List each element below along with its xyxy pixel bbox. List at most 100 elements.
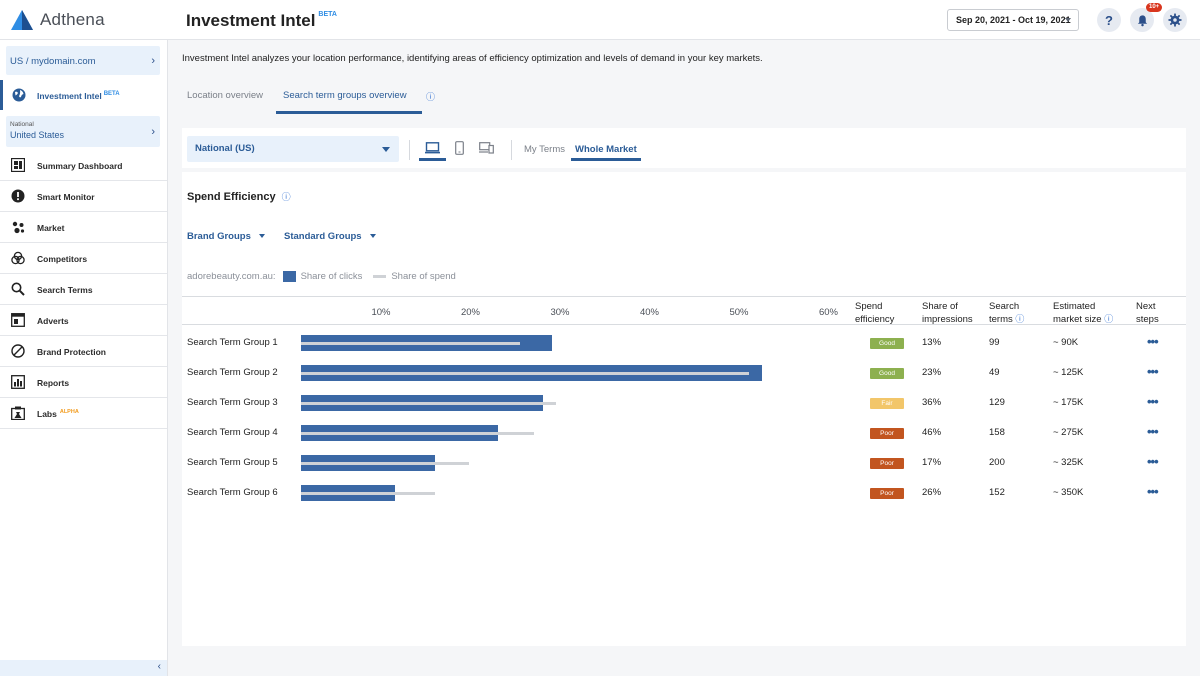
more-options-icon[interactable]: ••• — [1147, 424, 1159, 439]
info-icon[interactable]: ⓘ — [1104, 314, 1114, 324]
table-row: Search Term Group 5 Poor 17% 200 ~ 325K ••• — [182, 448, 1186, 478]
header-line: Spend — [855, 301, 883, 312]
share-of-spend-line — [301, 372, 749, 375]
info-icon[interactable]: ⓘ — [426, 92, 436, 102]
share-of-impressions-value: 26% — [922, 487, 942, 498]
more-options-icon[interactable]: ••• — [1147, 394, 1159, 409]
search-terms-value: 200 — [989, 457, 1005, 468]
sidebar-item-smart-monitor[interactable]: Smart Monitor — [0, 181, 167, 212]
region-dropdown[interactable]: National (US) — [187, 136, 399, 162]
desktop-icon[interactable] — [425, 142, 440, 154]
beta-tag: BETA — [318, 11, 337, 19]
efficiency-badge: Poor — [870, 428, 904, 439]
region-dropdown-value: National (US) — [195, 143, 255, 154]
share-of-spend-line — [301, 342, 521, 345]
domain-value: US / mydomain.com — [10, 56, 96, 67]
legend-swatch-spend — [373, 275, 387, 278]
notifications-button[interactable] — [1130, 8, 1154, 32]
share-of-spend-line — [301, 402, 557, 405]
sidebar-item-label: Adverts — [37, 316, 69, 326]
sidebar-item-label: Reports — [37, 378, 70, 388]
divider — [511, 140, 512, 160]
market-size-value: ~ 90K — [1053, 337, 1079, 348]
table-row: Search Term Group 6 Poor 26% 152 ~ 350K ••• — [182, 478, 1186, 508]
header-line: Estimated — [1053, 301, 1096, 312]
sidebar-item-brand-protection[interactable]: Brand Protection — [0, 336, 167, 367]
region-caption: National — [10, 121, 34, 128]
adthena-logo[interactable]: Adthena — [10, 8, 105, 32]
sidebar-item-labs[interactable]: Labs ALPHA — [0, 398, 167, 429]
efficiency-badge: Good — [870, 368, 904, 379]
info-icon[interactable]: ⓘ — [1015, 314, 1025, 324]
sidebar-item-competitors[interactable]: Competitors — [0, 243, 167, 274]
competitors-icon — [11, 251, 25, 265]
sidebar-item-adverts[interactable]: Adverts — [0, 305, 167, 336]
x-tick-label: 20% — [460, 307, 481, 318]
tab-location-overview[interactable]: Location overview — [187, 90, 264, 101]
x-tick-label: 60% — [818, 307, 839, 318]
tablet-icon[interactable] — [479, 142, 494, 154]
more-options-icon[interactable]: ••• — [1147, 484, 1159, 499]
chevron-down-icon — [258, 234, 265, 239]
settings-button[interactable] — [1163, 8, 1187, 32]
adthena-logo-icon — [11, 10, 33, 30]
help-button[interactable]: ? — [1097, 8, 1121, 32]
sidebar-item-label-text: Labs — [37, 409, 57, 419]
date-range-picker[interactable]: Sep 20, 2021 - Oct 19, 2021 — [947, 9, 1079, 31]
dashboard-icon — [11, 158, 25, 172]
row-group-name: Search Term Group 6 — [187, 487, 278, 498]
share-of-impressions-value: 36% — [922, 397, 942, 408]
active-tab-indicator — [276, 111, 422, 114]
bell-icon — [1137, 14, 1147, 26]
tab-search-term-groups-overview[interactable]: Search term groups overview — [283, 90, 407, 101]
legend-domain: adorebeauty.com.au: — [187, 271, 276, 282]
row-group-name: Search Term Group 3 — [187, 397, 278, 408]
search-terms-value: 49 — [989, 367, 1000, 378]
header-line: Next — [1136, 301, 1156, 312]
sidebar-item-market[interactable]: Market — [0, 212, 167, 243]
reports-icon — [11, 375, 25, 389]
collapse-sidebar-button[interactable]: ‹ — [0, 660, 167, 676]
more-options-icon[interactable]: ••• — [1147, 334, 1159, 349]
gear-icon — [1168, 13, 1182, 27]
sidebar-item-summary-dashboard[interactable]: Summary Dashboard — [0, 150, 167, 181]
standard-groups-dropdown[interactable]: Standard Groups — [284, 231, 376, 242]
info-icon[interactable]: ⓘ — [281, 192, 291, 202]
header-line: impressions — [922, 314, 973, 325]
globe-icon — [12, 88, 26, 102]
sidebar-item-label: Competitors — [37, 254, 88, 264]
x-tick-label: 40% — [639, 307, 660, 318]
chevron-down-icon — [369, 234, 376, 239]
region-selector[interactable]: National United States › — [6, 116, 160, 147]
section-title-text: Spend Efficiency — [187, 191, 276, 203]
x-tick-label: 10% — [371, 307, 391, 318]
more-options-icon[interactable]: ••• — [1147, 454, 1159, 469]
row-group-name: Search Term Group 4 — [187, 427, 278, 438]
header-line: steps — [1136, 314, 1159, 325]
x-tick-label: 50% — [729, 307, 749, 318]
more-options-icon[interactable]: ••• — [1147, 364, 1159, 379]
sidebar-item-label: Brand Protection — [37, 347, 106, 357]
mobile-icon[interactable] — [455, 141, 464, 155]
sidebar-item-reports[interactable]: Reports — [0, 367, 167, 398]
search-terms-value: 158 — [989, 427, 1005, 438]
brand-groups-dropdown[interactable]: Brand Groups — [187, 231, 265, 242]
sidebar-item-investment-intel[interactable]: Investment Intel BETA — [0, 80, 168, 110]
beta-tag: BETA — [103, 91, 120, 98]
share-of-impressions-value: 46% — [922, 427, 942, 438]
date-range-value: Sep 20, 2021 - Oct 19, 2021 — [956, 15, 1071, 25]
domain-selector[interactable]: US / mydomain.com › — [6, 46, 160, 75]
market-size-value: ~ 275K — [1053, 427, 1084, 438]
sidebar-item-search-terms[interactable]: Search Terms — [0, 274, 167, 305]
tab-my-terms[interactable]: My Terms — [524, 144, 565, 155]
table-row: Search Term Group 2 Good 23% 49 ~ 125K ••• — [182, 358, 1186, 388]
sidebar-item-label: Search Terms — [37, 285, 93, 295]
share-of-impressions-value: 23% — [922, 367, 942, 378]
sidebar-item-label: Investment Intel BETA — [37, 91, 120, 101]
efficiency-badge: Fair — [870, 398, 904, 409]
table-row: Search Term Group 3 Fair 36% 129 ~ 175K ••• — [182, 388, 1186, 418]
header-share-of-impressions: Share of impressions — [922, 300, 973, 326]
tab-whole-market[interactable]: Whole Market — [575, 144, 637, 155]
header-line: market size — [1053, 314, 1102, 325]
alpha-tag: ALPHA — [59, 409, 79, 416]
